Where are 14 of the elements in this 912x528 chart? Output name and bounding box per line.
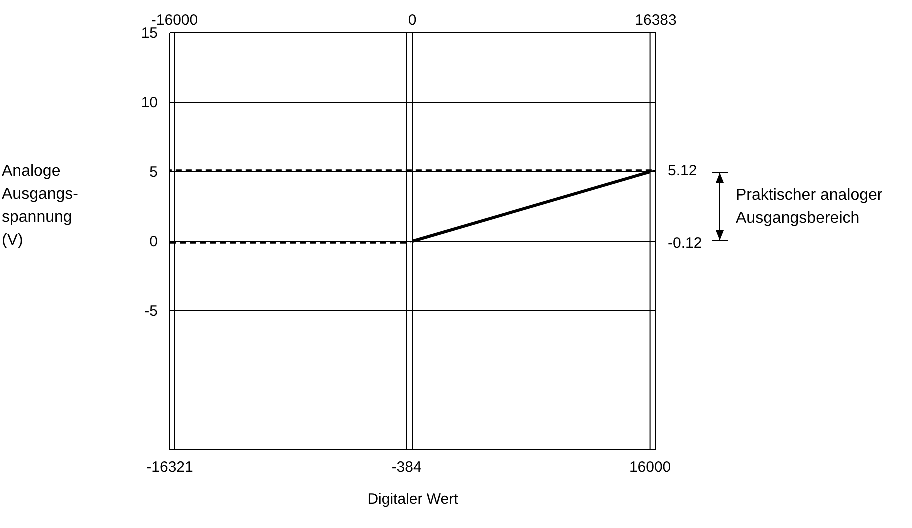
x2-tick-label: 16383 [635, 12, 677, 29]
y-tick-label: -5 [144, 303, 158, 320]
y2-tick-label: -0.12 [668, 235, 702, 252]
y-tick-label: 0 [150, 234, 158, 250]
x-tick-label: 16000 [629, 459, 672, 476]
y-axis-title: Analoge Ausgangs-spannung (V) [2, 162, 80, 251]
text: Praktischer analoger Ausgangsbereich [736, 186, 884, 229]
y2-tick-label: 5.12 [668, 162, 698, 180]
x-tick-label: -384 [392, 459, 422, 476]
y-tick-label: 5 [150, 164, 158, 181]
x-tick-label: -16321 [146, 459, 194, 476]
y-tick-label: 10 [141, 94, 158, 112]
x-axis-title: Digitaler Wert [368, 491, 460, 508]
x2-tick-label: 0 [408, 12, 417, 29]
